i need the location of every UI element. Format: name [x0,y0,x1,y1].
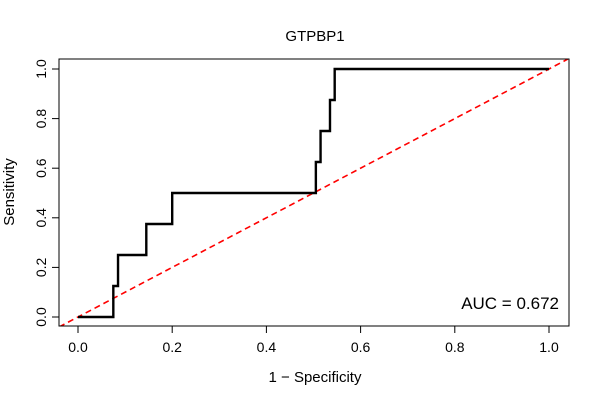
y-tick-label: 0.6 [33,158,49,178]
x-tick-label: 0.8 [445,339,465,355]
y-tick-label: 0.2 [33,257,49,277]
y-tick-label: 1.0 [33,59,49,79]
y-axis: 0.0 0.2 0.4 0.6 0.8 1.0 [33,59,60,327]
y-axis-label: Sensitivity [1,158,18,226]
x-tick-label: 0.0 [68,339,88,355]
x-tick-label: 0.2 [162,339,182,355]
y-tick-label: 0.4 [33,208,49,228]
y-tick-label: 0.8 [33,109,49,129]
x-tick-label: 0.4 [257,339,277,355]
auc-annotation: AUC = 0.672 [461,294,559,313]
y-tick-label: 0.0 [33,307,49,327]
x-tick-label: 1.0 [539,339,559,355]
chart-title: GTPBP1 [285,28,344,45]
roc-curve-line [78,67,549,319]
x-axis: 0.0 0.2 0.4 0.6 0.8 1.0 [68,325,559,355]
x-axis-label: 1 − Specificity [269,369,362,386]
x-tick-label: 0.6 [351,339,371,355]
reference-diagonal-line [59,59,569,326]
